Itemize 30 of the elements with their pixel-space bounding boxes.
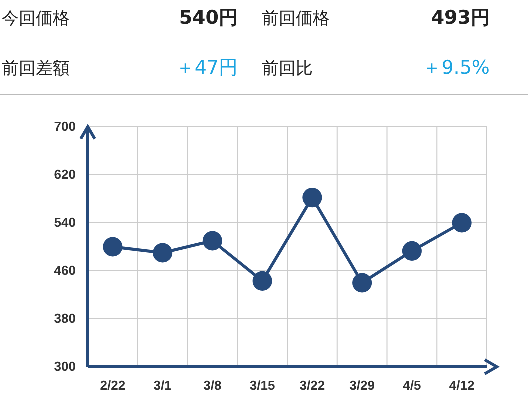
y-tick-label: 700 (54, 119, 76, 134)
x-tick-label: 3/22 (300, 378, 326, 394)
point (103, 237, 123, 257)
text: 前回差額 (2, 59, 70, 79)
point (252, 271, 272, 291)
y-tick-label: 300 (54, 359, 76, 374)
point (352, 273, 372, 293)
y-tick-label: 540 (54, 215, 76, 230)
x-tick-label: 3/15 (250, 378, 276, 394)
text: 前回比 (262, 59, 313, 79)
text: ＋9.5% (422, 57, 490, 79)
x-tick-label: 3/1 (154, 378, 172, 394)
text: 今回価格 (2, 9, 70, 29)
text: 前回価格 (262, 9, 330, 29)
text: 493円 (431, 7, 490, 29)
x-tick-label: 3/29 (350, 378, 375, 394)
text: 540円 (179, 7, 238, 29)
point (302, 188, 322, 208)
point (153, 243, 173, 263)
point (402, 241, 422, 261)
x-tick-label: 2/22 (100, 378, 126, 394)
y-tick-label: 380 (54, 311, 76, 326)
text: ＋47円 (176, 57, 238, 79)
x-tick-label: 3/8 (204, 378, 222, 394)
x-tick-label: 4/5 (403, 378, 422, 394)
x-tick-label: 4/12 (449, 378, 475, 394)
point (202, 231, 222, 251)
point (452, 213, 472, 233)
y-tick-label: 460 (54, 263, 76, 278)
y-tick-label: 620 (54, 167, 76, 182)
